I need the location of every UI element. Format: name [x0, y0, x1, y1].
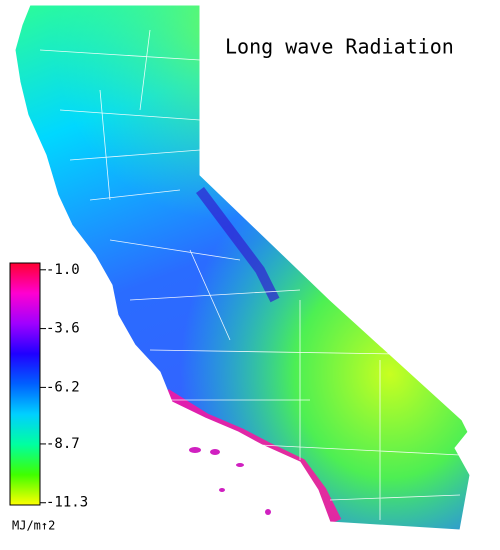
- colorbar-label: MJ/m↑2: [12, 519, 55, 533]
- colorbar-tick-label: -6.2: [46, 379, 80, 395]
- islands: [189, 447, 271, 515]
- colorbar-tick-label: -3.6: [46, 321, 80, 337]
- colorbar-tick-label: -8.7: [46, 436, 80, 452]
- map-title: Long wave Radiation: [225, 35, 454, 59]
- colorbar: [9, 262, 41, 506]
- colorbar-tick-label: -1.0: [46, 262, 80, 278]
- colorbar-tick-label: -11.3: [46, 495, 88, 511]
